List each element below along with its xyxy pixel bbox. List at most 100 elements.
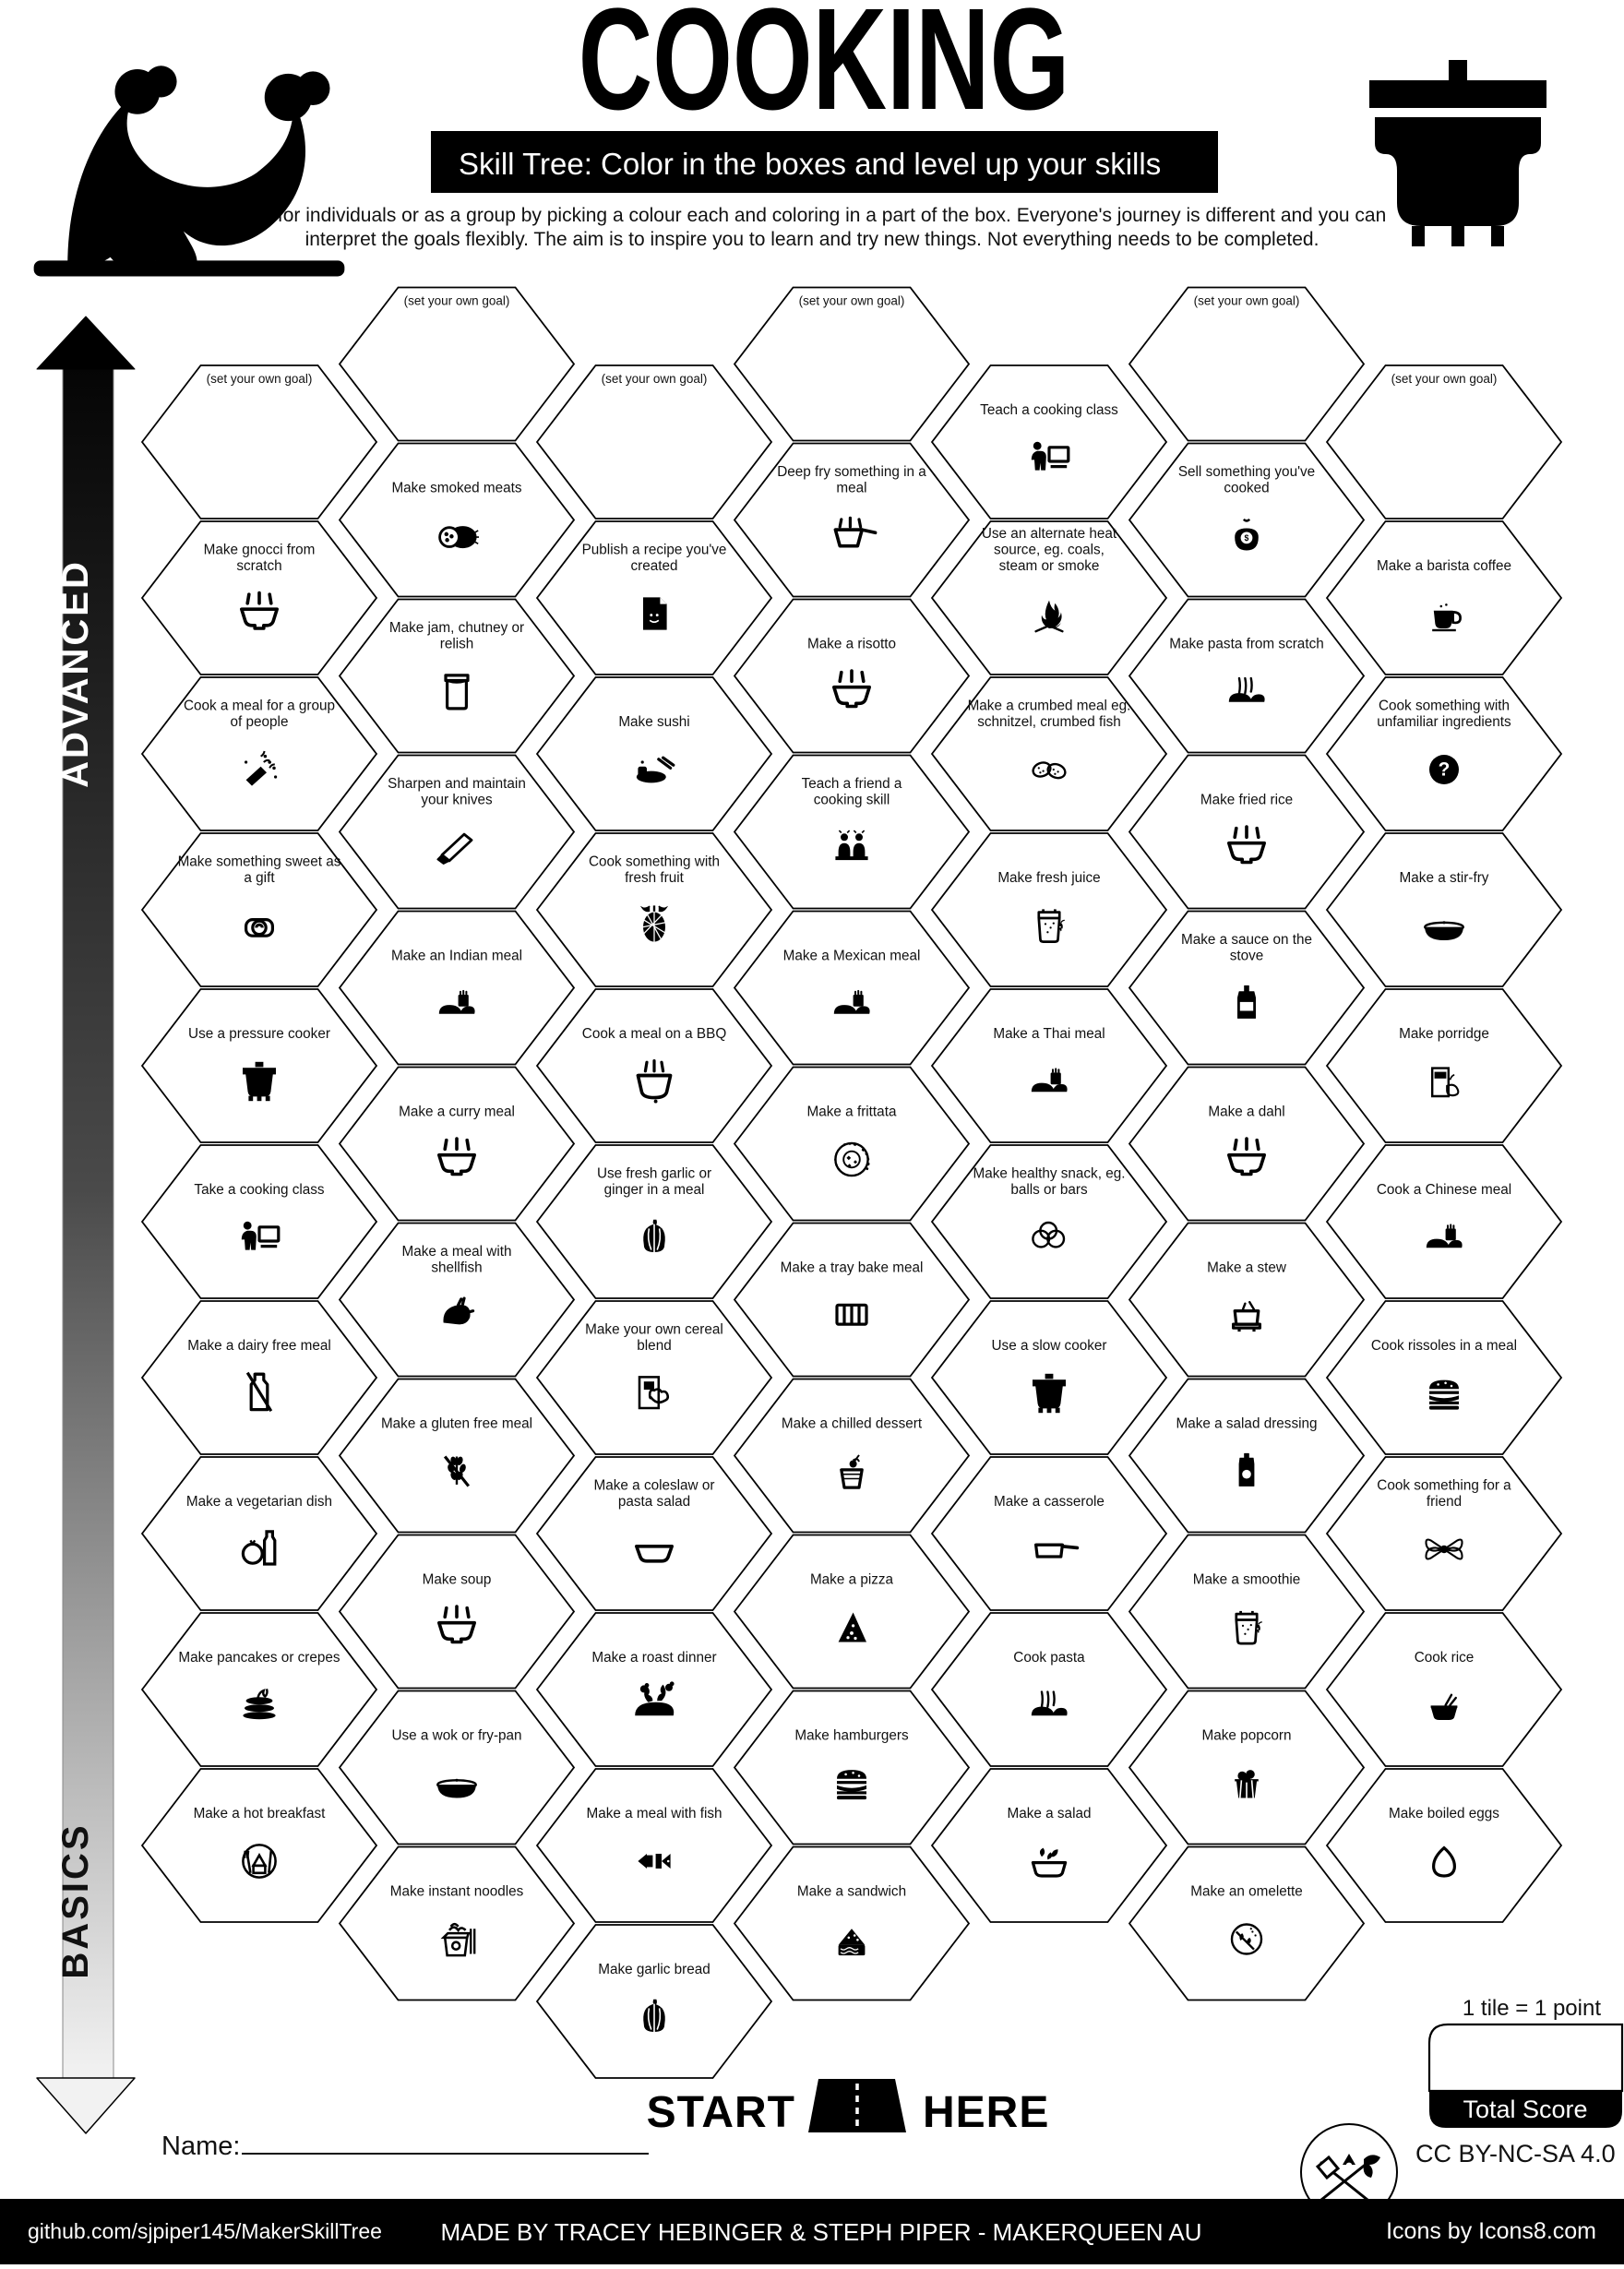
svg-text:(set your own goal): (set your own goal): [1391, 372, 1498, 386]
svg-text:Cook pasta: Cook pasta: [1013, 1650, 1085, 1666]
svg-text:Cook something with: Cook something with: [589, 854, 720, 870]
svg-text:Make soup: Make soup: [423, 1572, 492, 1588]
svg-text:Make a smoothie: Make a smoothie: [1193, 1572, 1300, 1588]
svg-text:Make a pizza: Make a pizza: [810, 1572, 894, 1588]
svg-text:Icons by Icons8.com: Icons by Icons8.com: [1386, 2218, 1596, 2244]
svg-text:Make a crumbed meal eg.: Make a crumbed meal eg.: [968, 699, 1131, 714]
svg-text:a gift: a gift: [244, 870, 275, 886]
svg-text:Make popcorn: Make popcorn: [1202, 1728, 1292, 1744]
svg-text:Make an Indian meal: Make an Indian meal: [391, 949, 522, 964]
svg-text:Make garlic bread: Make garlic bread: [598, 1962, 710, 1977]
svg-text:Make jam, chutney or: Make jam, chutney or: [389, 620, 524, 636]
svg-text:Make hamburgers: Make hamburgers: [794, 1728, 909, 1744]
svg-text:Make fried rice: Make fried rice: [1200, 793, 1293, 808]
svg-text:cooking skill: cooking skill: [814, 793, 890, 808]
svg-text:Use fresh garlic or: Use fresh garlic or: [597, 1166, 711, 1182]
svg-text:Make a curry meal: Make a curry meal: [399, 1105, 515, 1120]
svg-text:Sharpen and maintain: Sharpen and maintain: [388, 776, 526, 792]
svg-text:Use a slow cooker: Use a slow cooker: [992, 1338, 1107, 1354]
svg-text:Use a wok or fry-pan: Use a wok or fry-pan: [391, 1728, 521, 1744]
svg-text:Make a coleslaw or: Make a coleslaw or: [594, 1478, 715, 1494]
svg-text:stove: stove: [1230, 949, 1264, 964]
svg-text:ADVANCED: ADVANCED: [55, 559, 96, 788]
svg-text:Skill Tree: Color in the boxe: Skill Tree: Color in the boxes and level…: [459, 147, 1161, 181]
svg-text:ginger in a meal: ginger in a meal: [604, 1182, 705, 1198]
svg-text:COOKING: COOKING: [579, 0, 1070, 139]
svg-text:Make a meal with fish: Make a meal with fish: [586, 1806, 722, 1821]
svg-text:CC BY-NC-SA 4.0: CC BY-NC-SA 4.0: [1415, 2140, 1616, 2167]
svg-text:Publish a recipe you've: Publish a recipe you've: [582, 543, 727, 558]
svg-text:pasta salad: pasta salad: [618, 1494, 690, 1510]
svg-text:1 tile = 1 point: 1 tile = 1 point: [1463, 1996, 1601, 2021]
svg-text:MADE BY TRACEY HEBINGER & STEP: MADE BY TRACEY HEBINGER & STEPH PIPER - …: [441, 2218, 1202, 2246]
svg-text:Make a stew: Make a stew: [1207, 1260, 1287, 1276]
svg-text:Teach a cooking class: Teach a cooking class: [980, 402, 1118, 418]
svg-text:of people: of people: [231, 714, 289, 730]
svg-text:meal: meal: [836, 481, 866, 496]
svg-text:Sell something you've: Sell something you've: [1178, 464, 1315, 480]
svg-text:Make pancakes or crepes: Make pancakes or crepes: [178, 1650, 340, 1666]
svg-text:Cook a meal on a BBQ: Cook a meal on a BBQ: [582, 1026, 727, 1042]
svg-text:(set your own goal): (set your own goal): [799, 294, 905, 308]
svg-text:Make porridge: Make porridge: [1399, 1026, 1489, 1042]
svg-text:Make something sweet as: Make something sweet as: [178, 854, 341, 870]
svg-text:Make a sauce on the: Make a sauce on the: [1181, 932, 1312, 948]
svg-text:Make a frittata: Make a frittata: [807, 1105, 897, 1120]
svg-text:Make a salad dressing: Make a salad dressing: [1176, 1416, 1317, 1432]
svg-text:(set your own goal): (set your own goal): [602, 372, 708, 386]
svg-text:Use for individuals or as a gr: Use for individuals or as a group by pic…: [238, 205, 1387, 226]
svg-text:balls or bars: balls or bars: [1010, 1182, 1088, 1198]
svg-text:Cook rissoles in a meal: Cook rissoles in a meal: [1371, 1338, 1517, 1354]
svg-text:Make a dahl: Make a dahl: [1208, 1105, 1284, 1120]
svg-text:shellfish: shellfish: [431, 1260, 482, 1276]
svg-text:Deep fry something in a: Deep fry something in a: [777, 464, 926, 480]
svg-text:Cook rice: Cook rice: [1415, 1650, 1475, 1666]
svg-text:schnitzel, crumbed fish: schnitzel, crumbed fish: [977, 714, 1121, 730]
svg-text:Make a Thai meal: Make a Thai meal: [993, 1026, 1105, 1042]
svg-text:$: $: [1245, 533, 1249, 543]
svg-text:your knives: your knives: [421, 793, 493, 808]
svg-text:Make a dairy free meal: Make a dairy free meal: [187, 1338, 331, 1354]
svg-text:Make a barista coffee: Make a barista coffee: [1377, 558, 1511, 574]
svg-text:BASICS: BASICS: [55, 1822, 96, 1978]
svg-text:Make a Mexican meal: Make a Mexican meal: [783, 949, 921, 964]
svg-text:Make instant noodles: Make instant noodles: [390, 1884, 524, 1900]
svg-text:cooked: cooked: [1224, 481, 1269, 496]
svg-text:created: created: [630, 558, 677, 574]
svg-text:Use an alternate heat: Use an alternate heat: [982, 526, 1117, 542]
svg-text:Make healthy snack, eg.: Make healthy snack, eg.: [973, 1166, 1126, 1182]
svg-text:(set your own goal): (set your own goal): [404, 294, 510, 308]
svg-text:Make smoked meats: Make smoked meats: [391, 481, 521, 496]
svg-text:Make a gluten free meal: Make a gluten free meal: [381, 1416, 532, 1432]
svg-text:Take a cooking class: Take a cooking class: [194, 1182, 324, 1198]
svg-text:interpret the goals flexibly.: interpret the goals flexibly. The aim is…: [305, 229, 1320, 250]
svg-text:Make pasta from scratch: Make pasta from scratch: [1169, 637, 1323, 652]
svg-text:Make a salad: Make a salad: [1008, 1806, 1092, 1821]
svg-text:blend: blend: [637, 1338, 671, 1354]
svg-text:Teach a friend a: Teach a friend a: [802, 776, 902, 792]
svg-text:Cook something for a: Cook something for a: [1377, 1478, 1511, 1494]
svg-text:Cook something with: Cook something with: [1379, 699, 1510, 714]
svg-text:scratch: scratch: [236, 558, 281, 574]
svg-text:Make your own cereal: Make your own cereal: [585, 1322, 723, 1338]
svg-text:Make boiled eggs: Make boiled eggs: [1389, 1806, 1499, 1821]
svg-text:?: ?: [1439, 758, 1451, 780]
svg-text:Make gnocci from: Make gnocci from: [204, 543, 316, 558]
svg-text:Name:: Name:: [161, 2132, 240, 2161]
svg-text:Make a meal with: Make a meal with: [401, 1244, 511, 1260]
svg-text:HERE: HERE: [923, 2088, 1049, 2137]
svg-text:Make a chilled dessert: Make a chilled dessert: [782, 1416, 923, 1432]
svg-text:Make fresh juice: Make fresh juice: [997, 870, 1100, 886]
svg-text:Make a tray bake meal: Make a tray bake meal: [781, 1260, 924, 1276]
svg-text:Make a risotto: Make a risotto: [807, 637, 896, 652]
svg-text:github.com/sjpiper145/MakerSki: github.com/sjpiper145/MakerSkillTree: [28, 2219, 382, 2243]
svg-text:relish: relish: [440, 637, 474, 652]
svg-text:Cook a Chinese meal: Cook a Chinese meal: [1377, 1182, 1511, 1198]
svg-text:Make a stir-fry: Make a stir-fry: [1400, 870, 1489, 886]
svg-text:source, eg. coals,: source, eg. coals,: [994, 543, 1105, 558]
svg-text:Make a vegetarian dish: Make a vegetarian dish: [186, 1494, 332, 1510]
svg-text:unfamiliar ingredients: unfamiliar ingredients: [1377, 714, 1511, 730]
svg-text:Make a sandwich: Make a sandwich: [797, 1884, 906, 1900]
svg-text:Use a pressure cooker: Use a pressure cooker: [188, 1026, 330, 1042]
svg-text:Cook a meal for a group: Cook a meal for a group: [184, 699, 335, 714]
